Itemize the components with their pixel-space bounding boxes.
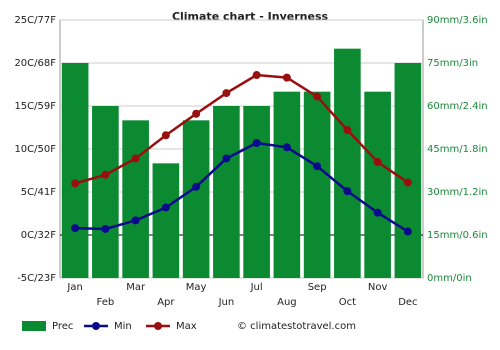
point: [373, 157, 382, 166]
legend-swatch: [92, 322, 100, 330]
point: [161, 203, 170, 212]
point: [192, 182, 201, 191]
point: [222, 154, 231, 163]
legend-swatch: [22, 321, 46, 331]
y2-tick-label: 45mm/1.8in: [427, 144, 488, 155]
x-tick-label: May: [186, 282, 207, 293]
legend-label: Prec: [52, 321, 73, 332]
x-tick-label: Jul: [250, 282, 263, 293]
y2-tick-label: 0mm/0in: [427, 273, 472, 284]
x-tick-label: Apr: [157, 297, 175, 308]
bar: [213, 106, 240, 278]
y2-tick-label: 15mm/0.6in: [427, 230, 488, 241]
y-tick-label: 25C/77F: [14, 15, 56, 26]
point: [373, 208, 382, 217]
x-tick-label: Aug: [277, 297, 297, 308]
point: [343, 126, 352, 135]
y2-tick-label: 60mm/2.4in: [427, 101, 488, 112]
chart-title: Climate chart - Inverness: [172, 10, 329, 23]
point: [282, 143, 291, 152]
x-tick-label: Nov: [368, 282, 388, 293]
y-tick-label: 20C/68F: [14, 58, 56, 69]
bar: [152, 163, 180, 278]
x-tick-label: Oct: [339, 297, 356, 308]
legend-label: Max: [176, 321, 197, 332]
point: [252, 138, 261, 147]
bar: [334, 48, 361, 278]
point: [403, 178, 412, 187]
point: [71, 224, 80, 233]
bar: [182, 120, 210, 278]
y2-tick-label: 90mm/3.6in: [427, 15, 488, 26]
credit: © climatestotravel.com: [237, 321, 356, 332]
point: [403, 227, 412, 236]
bar: [273, 91, 301, 279]
y-tick-label: 15C/59F: [14, 101, 56, 112]
bar: [303, 91, 331, 279]
y-tick-label: 10C/50F: [14, 144, 56, 155]
legend-label: Min: [114, 321, 132, 332]
point: [131, 216, 140, 225]
point: [71, 179, 80, 188]
bar: [243, 106, 270, 278]
point: [343, 187, 352, 196]
y-tick-label: 0C/32F: [21, 230, 56, 241]
x-tick-label: Feb: [97, 297, 115, 308]
legend-swatch: [154, 322, 162, 330]
point: [131, 154, 140, 163]
bar: [122, 120, 149, 278]
point: [313, 162, 322, 171]
line: [75, 141, 409, 233]
point: [282, 73, 291, 82]
point: [252, 71, 261, 80]
point: [222, 89, 231, 98]
x-tick-label: Dec: [398, 297, 417, 308]
x-tick-label: Jan: [66, 282, 82, 293]
y2-tick-label: 75mm/3in: [427, 58, 478, 69]
y-tick-label: -5C/23F: [17, 273, 56, 284]
bar: [364, 91, 391, 279]
x-tick-label: Sep: [308, 282, 327, 293]
point: [313, 92, 322, 101]
x-tick-label: Jun: [218, 297, 235, 308]
y-tick-label: 5C/41F: [21, 187, 56, 198]
bar: [394, 63, 422, 278]
x-tick-label: Mar: [126, 282, 146, 293]
point: [192, 109, 201, 118]
bar: [61, 63, 89, 278]
point: [101, 224, 110, 233]
bar: [92, 106, 119, 278]
y2-tick-label: 30mm/1.2in: [427, 187, 488, 198]
point: [101, 170, 110, 179]
point: [161, 131, 170, 140]
line: [74, 73, 409, 185]
